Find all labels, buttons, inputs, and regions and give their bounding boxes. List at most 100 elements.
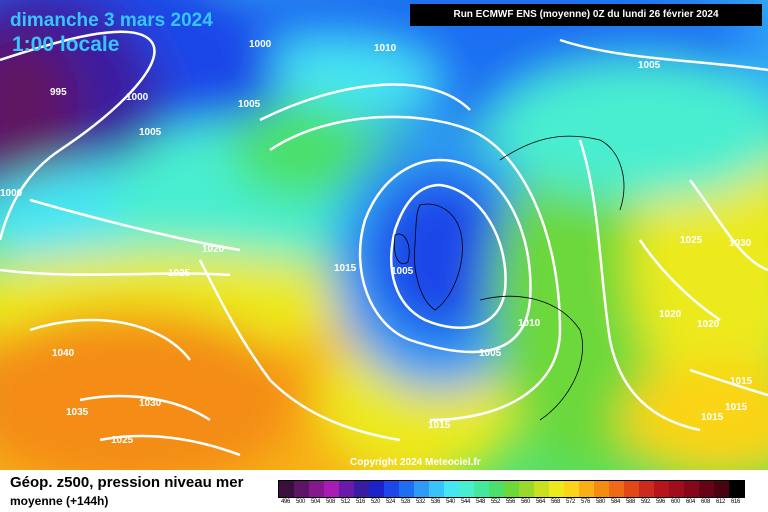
legend-swatch [714, 481, 729, 497]
legend-swatch [504, 481, 519, 497]
legend-label: 564 [535, 499, 546, 505]
legend-label: 608 [700, 499, 711, 505]
isobar-label: 1020 [659, 309, 682, 320]
legend-label: 552 [490, 499, 501, 505]
legend-label: 520 [370, 499, 381, 505]
isobar-label: 1000 [126, 92, 149, 103]
legend-label: 592 [640, 499, 651, 505]
forecast-time: 1:00 locale [12, 33, 120, 56]
legend-label: 512 [340, 499, 351, 505]
legend-label: 540 [445, 499, 456, 505]
legend-swatch [459, 481, 474, 497]
isobar-label: 1005 [238, 99, 261, 110]
isobar-label: 1015 [334, 263, 357, 274]
isobar-label: 1020 [697, 319, 720, 330]
legend-swatch [684, 481, 699, 497]
map-title: Géop. z500, pression niveau mer [10, 474, 244, 491]
legend-label: 516 [355, 499, 366, 505]
legend-label: 524 [385, 499, 396, 505]
legend-label: 560 [520, 499, 531, 505]
color-scale-labels: 496 500 504 508 512 516 520 524 528 532 536 540 544 5… [278, 499, 743, 505]
legend-swatch [474, 481, 489, 497]
legend-swatch [339, 481, 354, 497]
legend-swatch [669, 481, 684, 497]
legend-label: 576 [580, 499, 591, 505]
legend-swatch [354, 481, 369, 497]
isobar-label: 995 [50, 87, 67, 98]
legend-label: 584 [610, 499, 621, 505]
isobar-lines [0, 30, 768, 457]
legend-label: 600 [670, 499, 681, 505]
isobar-label: 1000 [0, 188, 23, 199]
copyright-text: Copyright 2024 Meteociel.fr [350, 457, 481, 468]
legend-label: 508 [325, 499, 336, 505]
legend-label: 532 [415, 499, 426, 505]
legend-label: 604 [685, 499, 696, 505]
legend-label: 588 [625, 499, 636, 505]
legend-swatch [534, 481, 549, 497]
forecast-date: dimanche 3 mars 2024 [10, 10, 213, 31]
legend-label: 612 [715, 499, 726, 505]
map-footer: Géop. z500, pression niveau mer moyenne … [0, 470, 768, 512]
legend-swatch [309, 481, 324, 497]
legend-swatch [279, 481, 294, 497]
legend-label: 548 [475, 499, 486, 505]
legend-swatch [639, 481, 654, 497]
isobar-label: 1010 [518, 318, 541, 329]
legend-swatch [624, 481, 639, 497]
isobar-label: 1015 [701, 412, 724, 423]
legend-label: 504 [310, 499, 321, 505]
legend-label: 616 [730, 499, 741, 505]
legend-swatch [579, 481, 594, 497]
isobar-label: 1005 [638, 60, 661, 71]
legend-label: 556 [505, 499, 516, 505]
legend-swatch [699, 481, 714, 497]
legend-swatch [324, 481, 339, 497]
isobar-label: 1025 [111, 435, 134, 446]
isobar-label: 1025 [680, 235, 703, 246]
weather-map: dimanche 3 mars 2024 1:00 locale Run ECM… [0, 0, 768, 470]
legend-swatch [549, 481, 564, 497]
isobar-label: 1035 [66, 407, 89, 418]
isobar-label: 1000 [249, 39, 272, 50]
legend-swatch [594, 481, 609, 497]
legend-label: 596 [655, 499, 666, 505]
legend-swatch [399, 481, 414, 497]
legend-swatch [609, 481, 624, 497]
isobar-label: 1030 [139, 398, 162, 409]
legend-label: 528 [400, 499, 411, 505]
color-scale-legend [278, 480, 745, 498]
isobar-label: 1005 [479, 348, 502, 359]
isobar-label: 1030 [729, 238, 752, 249]
legend-swatch [519, 481, 534, 497]
legend-label: 496 [280, 499, 291, 505]
legend-swatch [384, 481, 399, 497]
coastlines [393, 135, 625, 421]
isobar-label: 1015 [725, 402, 748, 413]
legend-swatch [489, 481, 504, 497]
isobar-label: 1025 [168, 268, 191, 279]
isobar-label: 1040 [52, 348, 75, 359]
legend-label: 536 [430, 499, 441, 505]
legend-swatch [294, 481, 309, 497]
legend-swatch [369, 481, 384, 497]
legend-swatch [414, 481, 429, 497]
isobar-label: 1015 [730, 376, 753, 387]
legend-swatch [729, 481, 744, 497]
isobar-label: 1020 [202, 244, 225, 255]
legend-label: 544 [460, 499, 471, 505]
legend-swatch [654, 481, 669, 497]
isobar-label: 1005 [139, 127, 162, 138]
isobar-label: 1015 [428, 420, 451, 431]
isobar-label: 1010 [374, 43, 397, 54]
legend-label: 568 [550, 499, 561, 505]
legend-label: 580 [595, 499, 606, 505]
isobar-label: 1005 [391, 266, 414, 277]
legend-label: 500 [295, 499, 306, 505]
legend-label: 572 [565, 499, 576, 505]
legend-swatch [429, 481, 444, 497]
legend-swatch [444, 481, 459, 497]
legend-swatch [564, 481, 579, 497]
map-subtitle: moyenne (+144h) [10, 494, 109, 508]
